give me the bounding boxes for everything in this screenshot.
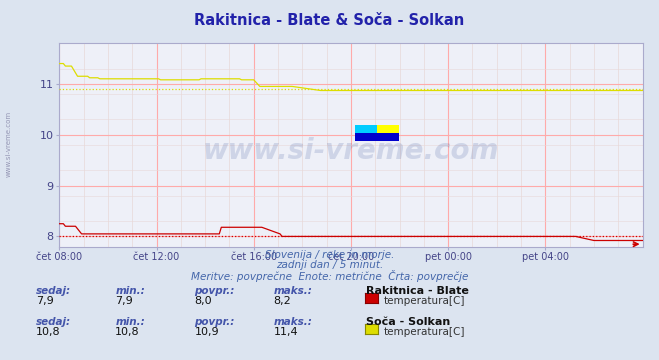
- Text: www.si-vreme.com: www.si-vreme.com: [203, 137, 499, 165]
- Bar: [355, 125, 377, 133]
- Text: 8,0: 8,0: [194, 296, 212, 306]
- Text: povpr.:: povpr.:: [194, 317, 235, 327]
- Bar: [355, 133, 399, 140]
- Text: maks.:: maks.:: [273, 317, 312, 327]
- Text: temperatura[C]: temperatura[C]: [384, 327, 465, 337]
- Text: Rakitnica - Blate: Rakitnica - Blate: [366, 286, 469, 296]
- Text: 10,9: 10,9: [194, 327, 219, 337]
- Text: min.:: min.:: [115, 317, 145, 327]
- Text: sedaj:: sedaj:: [36, 317, 71, 327]
- Text: sedaj:: sedaj:: [36, 286, 71, 296]
- Text: 7,9: 7,9: [115, 296, 133, 306]
- Bar: [377, 125, 399, 133]
- Text: 10,8: 10,8: [36, 327, 61, 337]
- Text: Soča - Solkan: Soča - Solkan: [366, 317, 450, 327]
- Text: 10,8: 10,8: [115, 327, 140, 337]
- Text: povpr.:: povpr.:: [194, 286, 235, 296]
- Text: www.si-vreme.com: www.si-vreme.com: [5, 111, 12, 177]
- Text: Meritve: povprečne  Enote: metrične  Črta: povprečje: Meritve: povprečne Enote: metrične Črta:…: [191, 270, 468, 282]
- Text: 8,2: 8,2: [273, 296, 291, 306]
- Text: 7,9: 7,9: [36, 296, 54, 306]
- Text: 11,4: 11,4: [273, 327, 298, 337]
- Text: Rakitnica - Blate & Soča - Solkan: Rakitnica - Blate & Soča - Solkan: [194, 13, 465, 28]
- Text: zadnji dan / 5 minut.: zadnji dan / 5 minut.: [276, 260, 383, 270]
- Text: maks.:: maks.:: [273, 286, 312, 296]
- Text: temperatura[C]: temperatura[C]: [384, 296, 465, 306]
- Text: Slovenija / reke in morje.: Slovenija / reke in morje.: [265, 250, 394, 260]
- Text: min.:: min.:: [115, 286, 145, 296]
